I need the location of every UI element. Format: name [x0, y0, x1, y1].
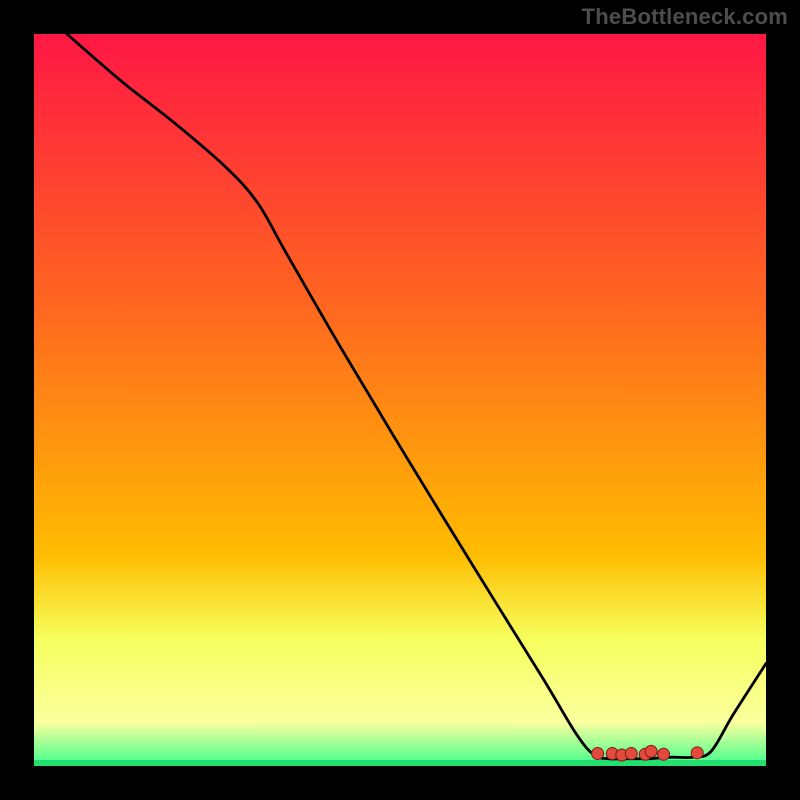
watermark-text: TheBottleneck.com — [582, 4, 788, 30]
gradient-band-3 — [34, 760, 766, 766]
chart-frame: TheBottleneck.com — [0, 0, 800, 800]
gradient-band-0 — [34, 34, 766, 555]
gradient-band-1 — [34, 554, 766, 723]
gradient-band-2 — [34, 722, 766, 761]
plot-area — [34, 34, 766, 766]
